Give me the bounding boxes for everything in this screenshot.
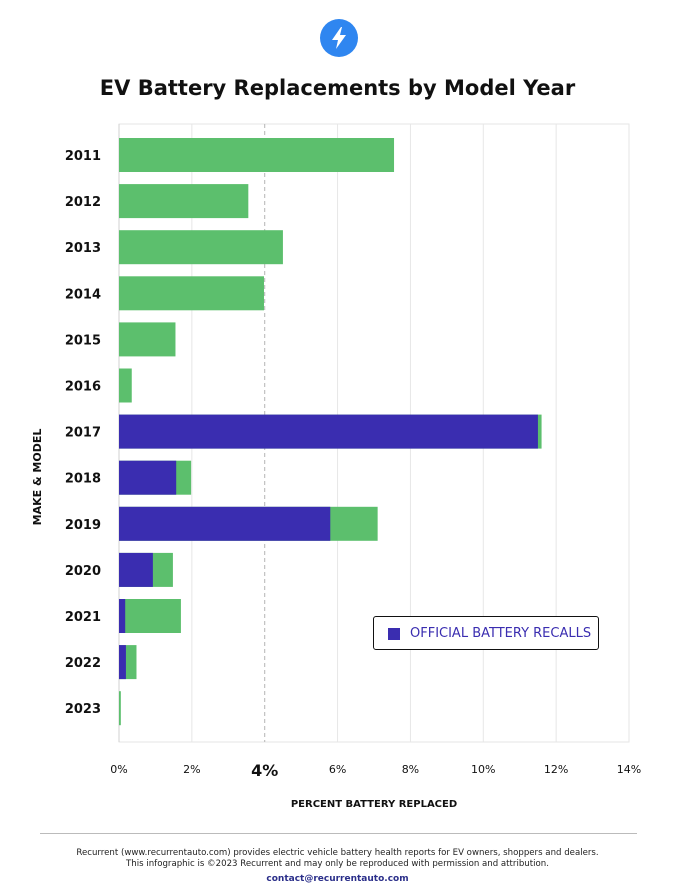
bar-recall-2017	[119, 414, 538, 449]
legend-swatch-recall	[388, 628, 400, 640]
x-tick-label: 6%	[329, 763, 346, 776]
legend: OFFICIAL BATTERY RECALLS	[373, 616, 599, 650]
bar-recall-2022	[119, 645, 126, 680]
x-tick-label: 8%	[402, 763, 419, 776]
bar-total-2021	[119, 599, 181, 633]
category-label: 2012	[65, 195, 101, 210]
chart-title: EV Battery Replacements by Model Year	[99, 76, 576, 100]
x-tick-label: 0%	[110, 763, 127, 776]
bar-recall-2020	[119, 552, 153, 587]
bar-recall-2019	[119, 506, 331, 541]
category-label: 2016	[65, 380, 101, 395]
footer-line-1: Recurrent (www.recurrentauto.com) provid…	[76, 848, 599, 858]
footer-line-2: This infographic is ©2023 Recurrent and …	[126, 859, 549, 869]
logo	[320, 19, 358, 57]
x-axis-label: PERCENT BATTERY REPLACED	[291, 799, 457, 810]
category-label: 2023	[65, 702, 101, 717]
category-label: 2018	[65, 472, 101, 487]
bar-total-2014	[119, 276, 264, 311]
footer-divider	[40, 833, 637, 834]
legend-label-recall: OFFICIAL BATTERY RECALLS	[410, 626, 592, 641]
category-label: 2020	[65, 564, 101, 579]
bar-total-2015	[119, 322, 176, 357]
bar-recall-2021	[119, 599, 126, 633]
y-axis-label: MAKE & MODEL	[31, 429, 44, 526]
category-label: 2013	[65, 241, 101, 256]
contact-email: contact@recurrentauto.com	[266, 874, 409, 884]
category-label: 2022	[65, 656, 101, 671]
bar-recall-2018	[119, 460, 177, 495]
x-tick-label: 4%	[251, 761, 278, 780]
bar-total-2016	[119, 368, 132, 403]
bar-total-2013	[119, 230, 283, 265]
x-tick-label: 10%	[471, 763, 495, 776]
x-tick-label: 14%	[617, 763, 641, 776]
category-label: 2017	[65, 426, 101, 441]
bar-total-2023	[119, 691, 121, 726]
category-label: 2019	[65, 518, 101, 533]
bar-total-2011	[119, 138, 395, 172]
category-label: 2011	[65, 149, 101, 164]
category-label: 2014	[65, 287, 101, 302]
x-tick-label: 2%	[183, 763, 200, 776]
category-label: 2015	[65, 333, 101, 348]
lightning-bolt-icon	[332, 27, 346, 49]
category-label: 2021	[65, 610, 101, 625]
x-tick-label: 12%	[544, 763, 568, 776]
bar-total-2012	[119, 184, 249, 219]
